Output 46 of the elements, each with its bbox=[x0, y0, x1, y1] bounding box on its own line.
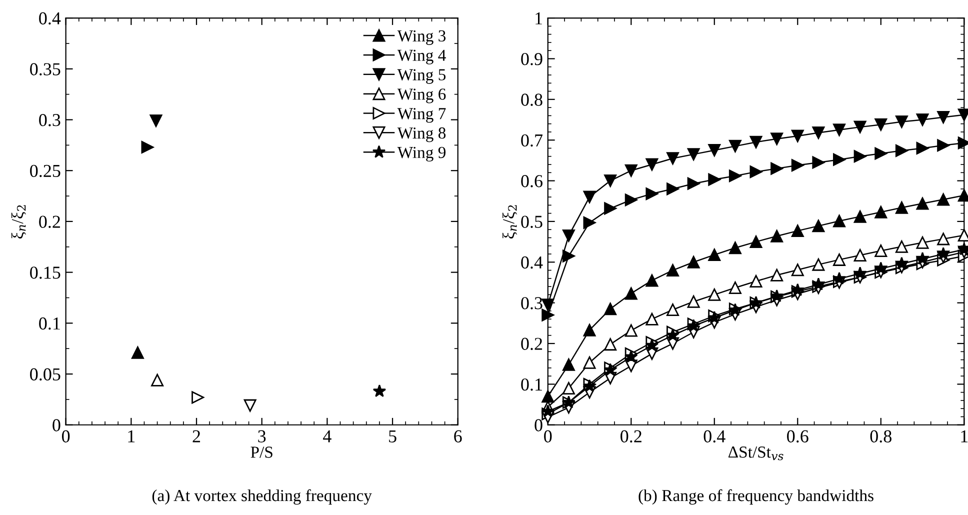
x-axis-title: P/S bbox=[250, 446, 272, 458]
y-tick-label: 0.2 bbox=[521, 338, 542, 350]
x-tick-label: 2 bbox=[192, 430, 200, 442]
y-tick-label: 0.3 bbox=[521, 297, 542, 310]
y-tick-label: 0.05 bbox=[30, 368, 60, 381]
y-tick-label: 0.4 bbox=[521, 256, 543, 269]
legend-label: Wing 8 bbox=[397, 127, 446, 142]
y-tick-label: 0.7 bbox=[521, 134, 543, 147]
x-tick-label: 3 bbox=[258, 430, 266, 442]
y-tick-label: 0.1 bbox=[39, 317, 60, 330]
x-tick-label: 0.6 bbox=[787, 430, 808, 443]
y-tick-label: 0.3 bbox=[39, 114, 60, 126]
legend-label: Wing 3 bbox=[397, 30, 446, 45]
legend-label: Wing 9 bbox=[397, 146, 446, 162]
x-axis-title: ΔSt/St$_{vs}$ bbox=[728, 446, 784, 460]
y-tick-label: 0 bbox=[534, 419, 542, 432]
text: (b) Range of frequency bandwidths bbox=[638, 489, 874, 505]
y-tick-label: 0 bbox=[52, 419, 60, 432]
x-tick-label: 0.2 bbox=[620, 430, 642, 443]
y-tick-label: 0.15 bbox=[30, 266, 60, 279]
y-tick-label: 0.9 bbox=[521, 52, 542, 66]
y-tick-label: 0.2 bbox=[39, 216, 60, 228]
y-tick-label: 0.4 bbox=[39, 12, 61, 25]
x-tick-label: 6 bbox=[454, 430, 462, 442]
legend-label: Wing 4 bbox=[397, 50, 446, 64]
y-axis-title: ξ$_{n}$/ξ$_{2}$ bbox=[11, 205, 26, 239]
y-tick-label: 0.8 bbox=[521, 94, 542, 106]
x-tick-label: 0 bbox=[62, 430, 70, 442]
text: (a) At vortex shedding frequency bbox=[152, 489, 372, 505]
y-tick-label: 0.35 bbox=[30, 63, 60, 76]
legend-label: Wing 6 bbox=[397, 88, 446, 104]
y-tick-label: 1 bbox=[536, 12, 542, 24]
y-tick-label: 0.25 bbox=[30, 164, 60, 178]
legend-label: Wing 7 bbox=[397, 108, 446, 123]
y-tick-label: 0.5 bbox=[521, 216, 542, 228]
y-axis-title: ξ$_{n}$/ξ$_{2}$ bbox=[502, 205, 518, 239]
y-tick-label: 0.1 bbox=[521, 378, 542, 391]
legend-label: Wing 5 bbox=[397, 69, 446, 84]
y-tick-label: 0.6 bbox=[521, 175, 542, 188]
x-tick-label: 0.4 bbox=[704, 430, 726, 443]
x-tick-label: 1 bbox=[961, 430, 968, 442]
x-tick-label: 0 bbox=[544, 430, 552, 442]
x-tick-label: 1 bbox=[128, 430, 135, 442]
x-tick-label: 5 bbox=[389, 430, 396, 442]
x-tick-label: 0.8 bbox=[870, 430, 892, 443]
x-tick-label: 4 bbox=[323, 430, 332, 442]
